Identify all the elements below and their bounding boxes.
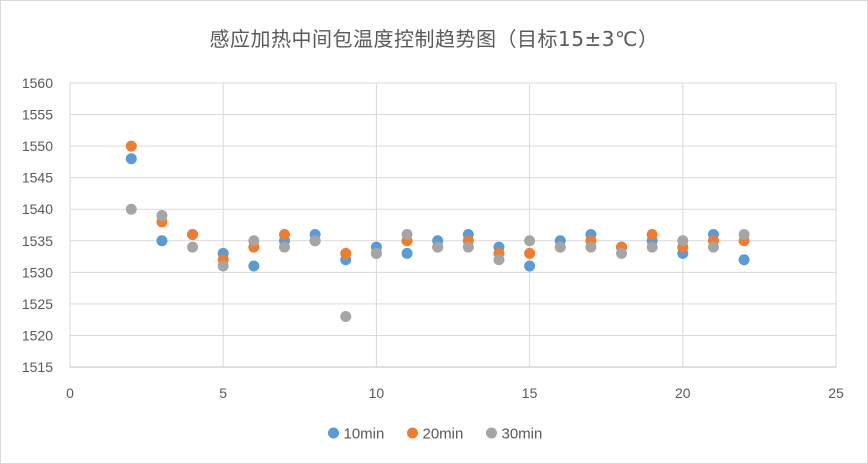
data-point-30min — [125, 203, 137, 215]
data-point-20min — [187, 228, 199, 240]
legend-marker — [328, 427, 339, 439]
data-point-30min — [707, 241, 719, 253]
x-tick-label: 15 — [522, 385, 538, 401]
y-tick-label: 1525 — [22, 296, 53, 312]
y-tick-label: 1530 — [22, 264, 53, 280]
x-tick-label: 10 — [369, 385, 385, 401]
y-tick-label: 1555 — [22, 107, 53, 123]
legend-label: 20min — [423, 426, 464, 443]
data-point-30min — [554, 241, 566, 253]
data-point-30min — [370, 247, 382, 259]
data-point-30min — [340, 311, 352, 323]
data-point-20min — [278, 228, 290, 240]
y-tick-label: 1550 — [22, 138, 53, 154]
data-point-30min — [156, 210, 168, 222]
legend-marker — [407, 427, 418, 439]
data-point-10min — [401, 247, 413, 259]
legend-label: 30min — [502, 426, 543, 443]
data-point-30min — [401, 228, 413, 240]
data-point-30min — [217, 260, 229, 272]
x-tick-label: 5 — [219, 385, 227, 401]
legend-label: 10min — [344, 426, 385, 443]
y-tick-label: 1515 — [22, 359, 53, 375]
y-tick-label: 1560 — [22, 75, 53, 91]
data-point-30min — [278, 241, 290, 253]
y-tick-label: 1545 — [22, 170, 53, 186]
y-tick-label: 1540 — [22, 201, 53, 217]
data-point-30min — [646, 241, 658, 253]
chart-title: 感应加热中间包温度控制趋势图（目标15±3℃） — [209, 27, 659, 51]
data-point-30min — [738, 228, 750, 240]
data-point-30min — [585, 241, 597, 253]
data-point-30min — [677, 235, 689, 247]
x-tick-label: 20 — [675, 385, 691, 401]
data-point-20min — [340, 247, 352, 259]
data-point-30min — [309, 235, 321, 247]
y-tick-label: 1520 — [22, 327, 53, 343]
data-point-20min — [524, 247, 536, 259]
data-point-30min — [493, 254, 505, 266]
data-point-30min — [616, 247, 628, 259]
data-point-20min — [125, 140, 137, 152]
data-point-30min — [187, 241, 199, 253]
y-tick-label: 1535 — [22, 233, 53, 249]
x-tick-label: 0 — [66, 385, 74, 401]
data-point-10min — [524, 260, 536, 272]
data-point-30min — [462, 241, 474, 253]
data-point-20min — [646, 228, 658, 240]
data-point-10min — [156, 235, 168, 247]
data-point-30min — [432, 241, 444, 253]
x-tick-label: 25 — [828, 385, 844, 401]
data-point-10min — [248, 260, 260, 272]
data-point-10min — [738, 254, 750, 266]
data-point-30min — [524, 235, 536, 247]
data-point-30min — [248, 235, 260, 247]
legend-marker — [486, 427, 497, 439]
data-point-10min — [125, 153, 137, 165]
